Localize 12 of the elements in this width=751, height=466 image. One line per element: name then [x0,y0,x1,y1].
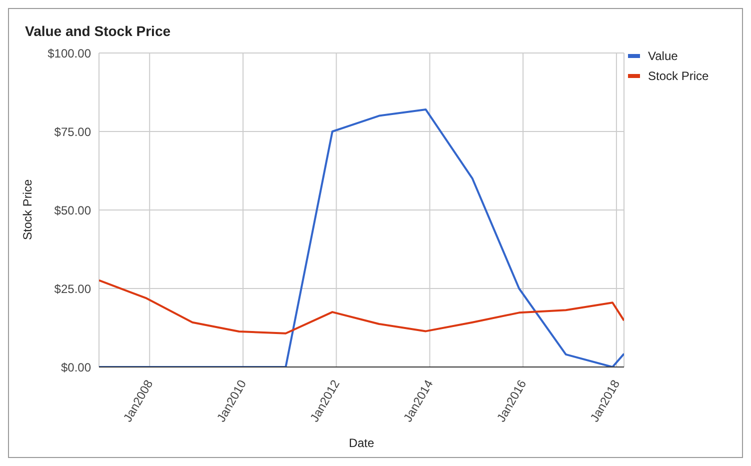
legend-label: Value [648,49,678,63]
line-series [99,279,624,334]
legend-label: Stock Price [648,69,709,83]
y-tick-label: $100.00 [48,46,92,60]
chart-title: Value and Stock Price [25,23,171,39]
y-axis-title: Stock Price [20,178,34,240]
y-tick-label: $0.00 [60,360,92,374]
y-tick-label: $75.00 [54,124,92,139]
line-series [99,108,624,367]
y-tick-label: $25.00 [54,282,92,296]
y-tick-label: $50.00 [54,203,92,218]
x-axis-title: Date [348,436,374,450]
